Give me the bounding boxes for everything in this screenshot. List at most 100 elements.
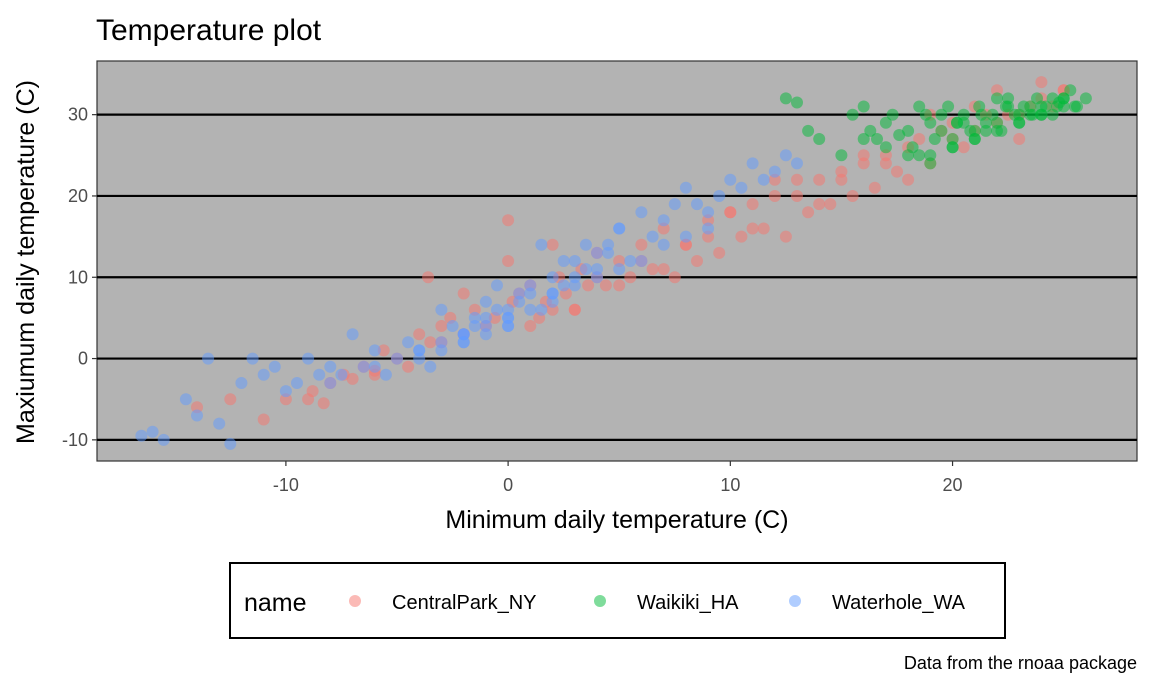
point-waterhole-wa (446, 320, 459, 332)
point-waterhole-wa (735, 181, 748, 194)
point-waterhole-wa (279, 385, 292, 398)
point-waikiki-ha (879, 116, 892, 129)
point-waterhole-wa (435, 344, 448, 357)
point-waterhole-wa (779, 149, 792, 162)
point-centralpark-ny (402, 360, 415, 373)
point-centralpark-ny (779, 230, 792, 243)
point-centralpark-ny (902, 173, 915, 186)
point-waterhole-wa (424, 360, 437, 373)
point-waikiki-ha (1064, 84, 1077, 97)
point-centralpark-ny (813, 173, 826, 186)
point-waterhole-wa (391, 352, 403, 365)
point-waterhole-wa (368, 344, 381, 357)
point-waikiki-ha (1051, 100, 1063, 113)
point-waikiki-ha (946, 133, 959, 145)
point-centralpark-ny (502, 214, 515, 227)
point-waikiki-ha (951, 116, 963, 129)
point-waterhole-wa (191, 409, 203, 422)
point-waikiki-ha (913, 100, 926, 113)
point-centralpark-ny (582, 279, 595, 292)
point-waterhole-wa (257, 368, 270, 381)
point-waterhole-wa (513, 295, 526, 308)
point-waikiki-ha (857, 133, 870, 145)
legend-key-centralpark (349, 595, 361, 607)
point-waikiki-ha (999, 100, 1012, 113)
point-waterhole-wa (302, 352, 315, 365)
point-waterhole-wa (479, 328, 492, 341)
caption: Data from the rnoaa package (904, 653, 1137, 673)
legend-key-waikiki (594, 595, 606, 607)
point-centralpark-ny (546, 238, 559, 251)
point-centralpark-ny (768, 190, 781, 202)
point-waterhole-wa (213, 417, 226, 430)
point-centralpark-ny (757, 222, 770, 235)
point-waterhole-wa (546, 295, 559, 308)
x-axis-title: Minimum daily temperature (C) (445, 506, 788, 534)
point-waterhole-wa (635, 255, 648, 267)
point-waterhole-wa (324, 377, 337, 389)
point-waterhole-wa (679, 230, 692, 243)
point-centralpark-ny (957, 141, 970, 154)
point-waterhole-wa (757, 173, 770, 186)
point-waterhole-wa (157, 433, 170, 446)
point-centralpark-ny (824, 198, 837, 211)
point-centralpark-ny (568, 303, 581, 316)
point-waikiki-ha (942, 100, 955, 113)
point-waterhole-wa (702, 222, 715, 235)
point-centralpark-ny (191, 401, 203, 414)
point-waterhole-wa (568, 279, 581, 292)
point-waterhole-wa (713, 190, 726, 202)
point-waikiki-ha (928, 133, 941, 145)
point-waterhole-wa (479, 320, 492, 332)
point-waikiki-ha (879, 141, 892, 154)
point-centralpark-ny (724, 206, 737, 219)
point-waterhole-wa (502, 303, 515, 316)
point-centralpark-ny (302, 393, 315, 406)
point-centralpark-ny (257, 413, 270, 426)
point-centralpark-ny (613, 279, 626, 292)
point-centralpark-ny (377, 344, 390, 357)
point-waterhole-wa (602, 246, 615, 259)
point-waterhole-wa (724, 173, 737, 186)
point-waterhole-wa (268, 360, 281, 373)
point-waterhole-wa (502, 320, 515, 332)
point-waterhole-wa (613, 263, 626, 276)
y-axis-title: Maxiumum daily temperature (C) (12, 80, 40, 444)
point-waterhole-wa (491, 279, 503, 292)
point-centralpark-ny (657, 222, 670, 235)
point-waterhole-wa (368, 360, 381, 373)
point-waikiki-ha (1013, 116, 1026, 129)
point-centralpark-ny (1035, 76, 1048, 89)
point-centralpark-ny (713, 246, 726, 259)
point-waterhole-wa (635, 206, 648, 219)
point-waterhole-wa (591, 271, 603, 284)
y-tick-label: 20 (68, 186, 88, 206)
point-waikiki-ha (946, 141, 959, 154)
x-tick-label: -10 (273, 475, 299, 495)
point-waterhole-wa (402, 336, 415, 349)
point-centralpark-ny (624, 271, 637, 284)
point-waikiki-ha (791, 96, 803, 109)
legend-key-waterhole (789, 595, 801, 607)
point-waterhole-wa (324, 360, 337, 373)
point-waikiki-ha (857, 100, 870, 113)
y-tick-label: 10 (68, 267, 88, 287)
point-waikiki-ha (813, 133, 826, 145)
y-axis-ticks: -10 0 10 20 30 (62, 105, 97, 450)
point-centralpark-ny (317, 397, 330, 410)
point-centralpark-ny (1013, 133, 1026, 145)
y-tick-label: -10 (62, 430, 88, 450)
point-waikiki-ha (968, 133, 981, 145)
point-waterhole-wa (746, 157, 759, 170)
point-waterhole-wa (135, 429, 148, 442)
point-centralpark-ny (802, 206, 815, 219)
point-waikiki-ha (924, 149, 937, 162)
point-waikiki-ha (1079, 92, 1092, 105)
point-waterhole-wa (535, 303, 548, 316)
legend-label-centralpark: CentralPark_NY (392, 592, 537, 614)
point-waterhole-wa (535, 238, 548, 251)
point-waikiki-ha (975, 108, 988, 121)
point-waterhole-wa (579, 263, 592, 276)
point-waterhole-wa (335, 368, 348, 381)
